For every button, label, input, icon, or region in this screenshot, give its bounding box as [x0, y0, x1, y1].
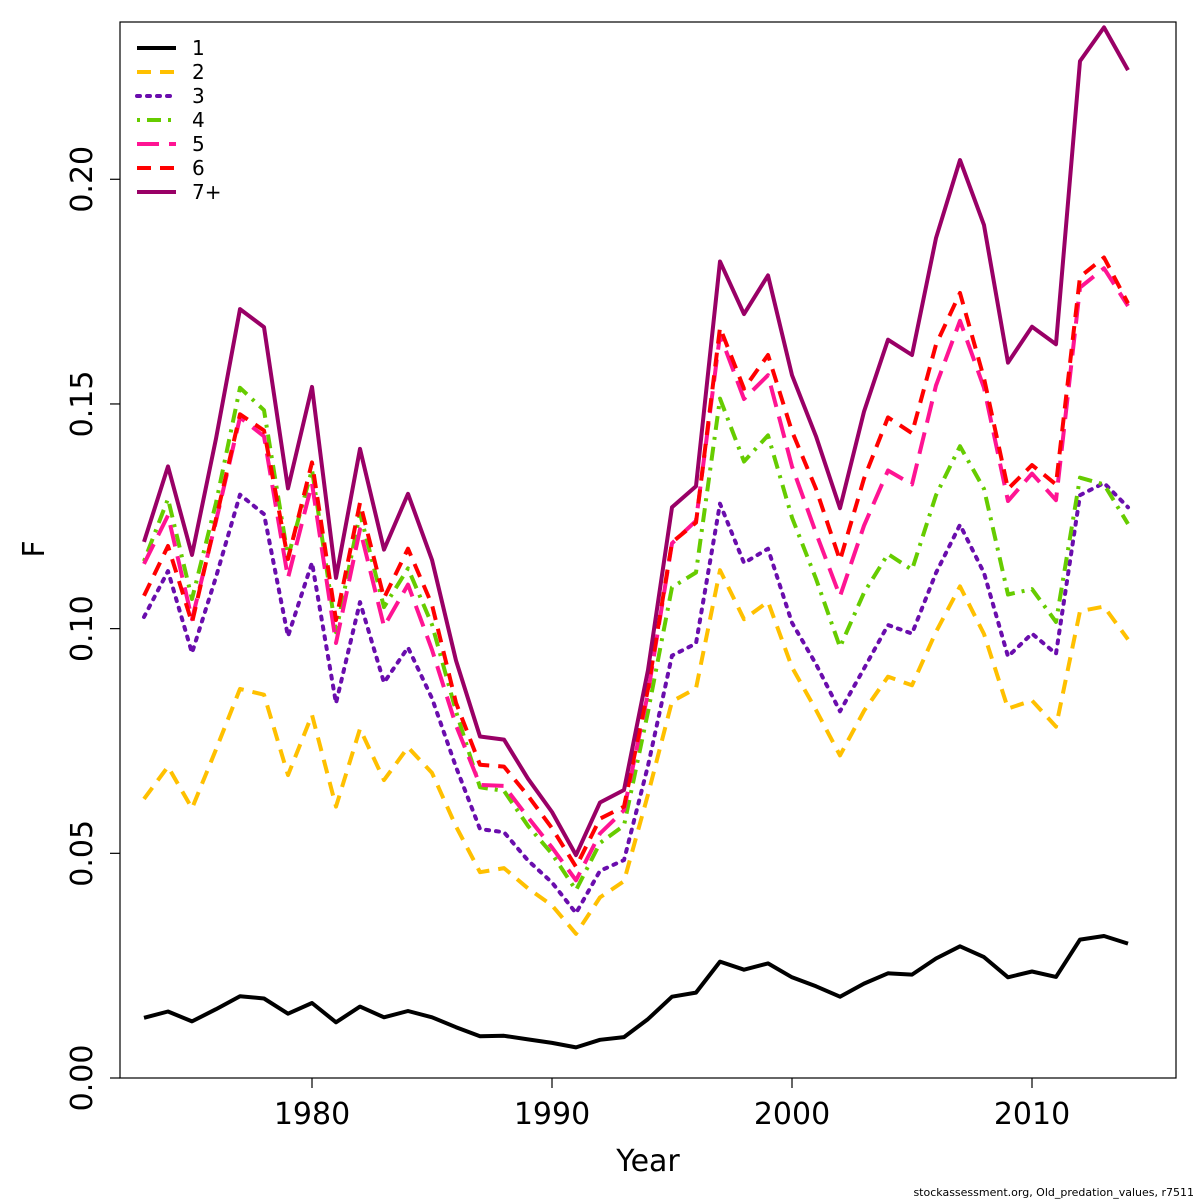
series-line-2 — [142, 568, 1130, 936]
x-tick-label: 1980 — [274, 1097, 350, 1132]
series-line-5 — [142, 266, 1130, 883]
series-line-7plus — [142, 25, 1130, 858]
series-line-1 — [143, 934, 1129, 1050]
x-axis-title: Year — [615, 1144, 680, 1179]
x-tick-label: 1990 — [514, 1097, 590, 1132]
x-axis: 1980 1990 2000 2010 — [274, 1078, 1070, 1132]
series-line-3 — [142, 481, 1130, 916]
legend-label: 5 — [192, 132, 205, 156]
footer-note: stockassessment.org, Old_predation_value… — [913, 1186, 1194, 1199]
legend-label: 6 — [192, 156, 205, 180]
x-tick-label: 2000 — [754, 1097, 830, 1132]
plot-box — [119, 21, 1177, 1079]
legend-label: 1 — [192, 36, 205, 60]
series-lines — [142, 25, 1130, 1050]
legend-label: 2 — [192, 60, 205, 84]
y-tick-label: 0.10 — [65, 595, 100, 662]
y-tick-label: 0.20 — [65, 146, 100, 213]
legend-label: 4 — [192, 108, 205, 132]
x-tick-label: 2010 — [994, 1097, 1070, 1132]
y-tick-label: 0.00 — [65, 1045, 100, 1112]
legend-label: 3 — [192, 84, 205, 108]
y-axis: 0.00 0.05 0.10 0.15 0.20 — [65, 146, 120, 1112]
y-axis-title: F — [17, 540, 52, 557]
legend-label: 7+ — [192, 180, 221, 204]
y-tick-label: 0.05 — [65, 820, 100, 887]
y-tick-label: 0.15 — [65, 371, 100, 438]
